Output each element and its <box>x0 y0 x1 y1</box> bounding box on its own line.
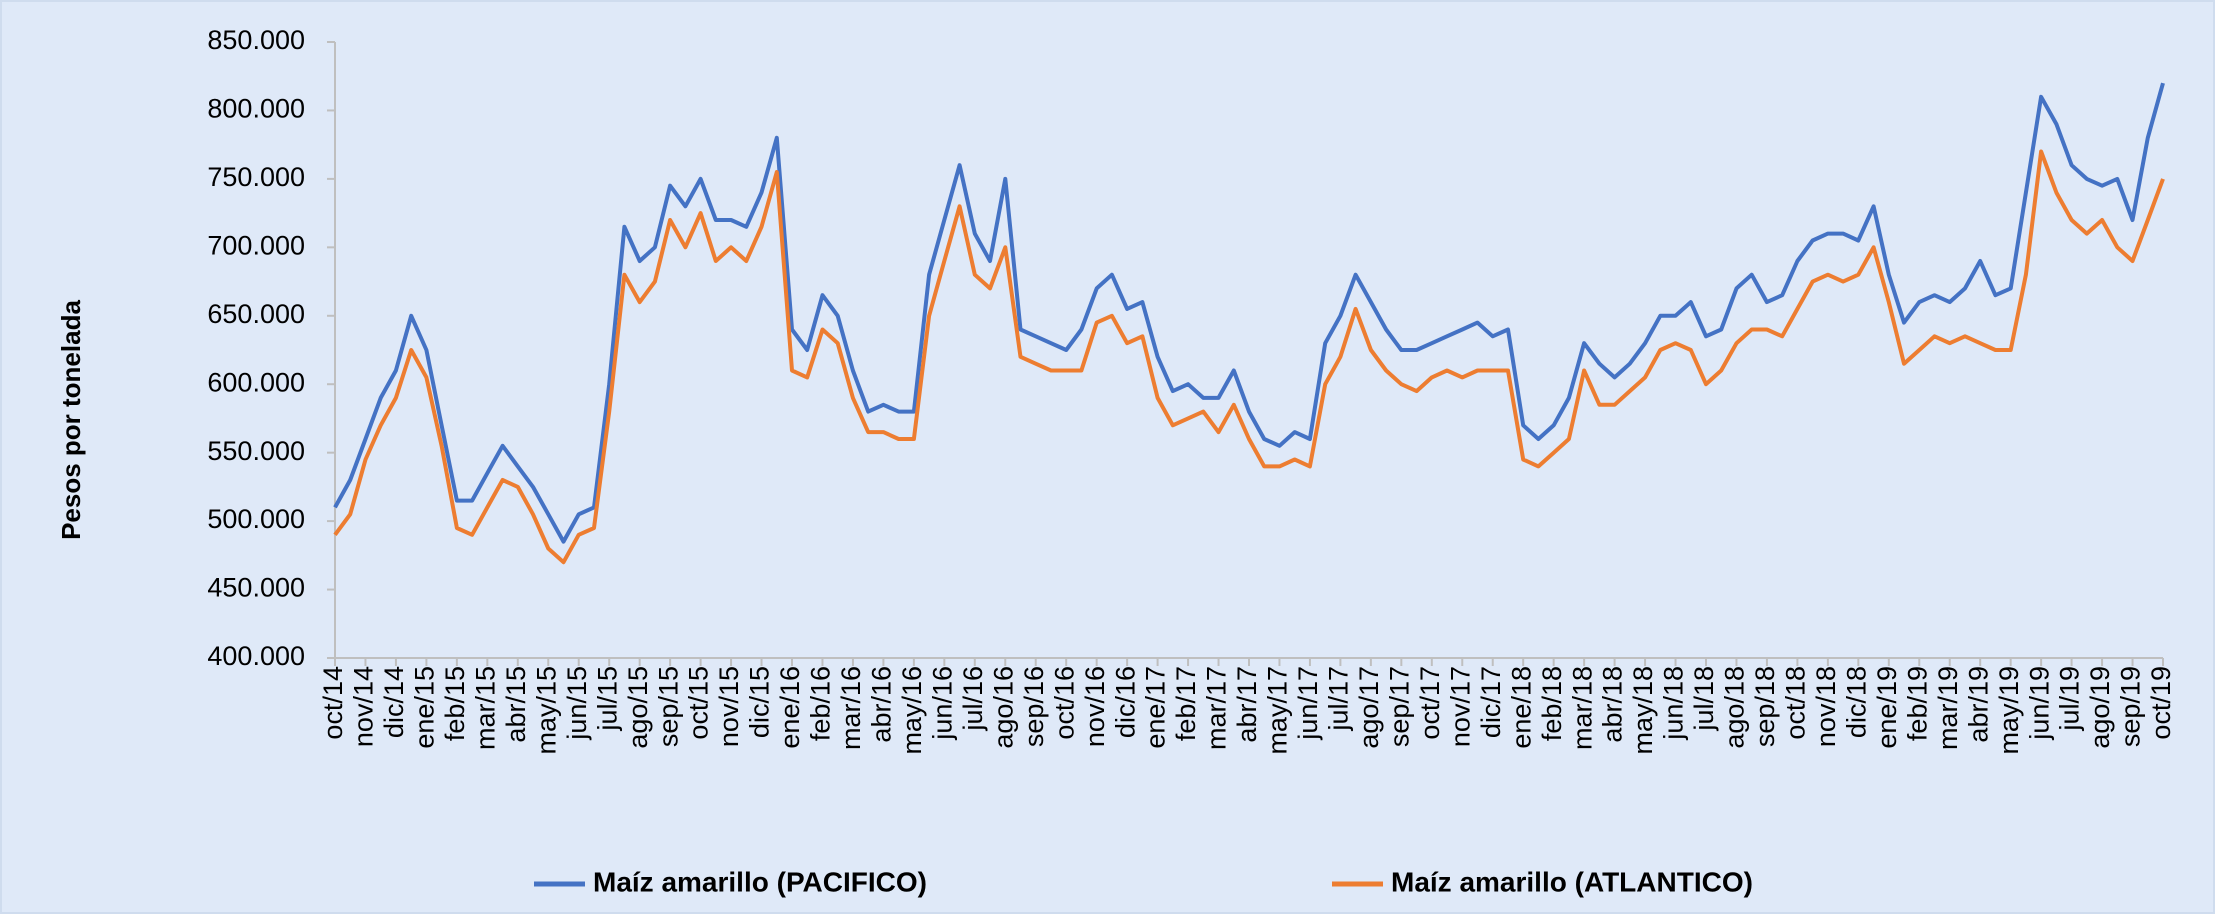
x-tick-label: jul/19 <box>2055 666 2085 732</box>
y-tick-label: 750.000 <box>207 162 305 192</box>
x-tick-label: dic/18 <box>1841 666 1871 738</box>
x-tick-label: ago/18 <box>1720 666 1750 749</box>
x-tick-label: abr/19 <box>1963 666 1993 743</box>
x-tick-label: dic/15 <box>745 666 775 738</box>
y-tick-label: 650.000 <box>207 299 305 329</box>
x-tick-label: sep/18 <box>1750 666 1780 747</box>
x-tick-label: feb/18 <box>1537 666 1567 741</box>
x-tick-label: nov/18 <box>1811 666 1841 747</box>
x-tick-label: may/19 <box>1994 666 2024 755</box>
x-tick-label: sep/15 <box>653 666 683 747</box>
x-tick-label: may/17 <box>1263 666 1293 755</box>
x-tick-label: may/15 <box>531 666 561 755</box>
x-tick-label: feb/17 <box>1171 666 1201 741</box>
x-tick-label: sep/17 <box>1384 666 1414 747</box>
x-tick-label: jun/18 <box>1659 666 1689 741</box>
x-tick-label: ago/17 <box>1354 666 1384 749</box>
x-tick-label: jul/15 <box>592 666 622 732</box>
x-tick-label: oct/16 <box>1049 666 1079 740</box>
x-tick-label: mar/16 <box>836 666 866 750</box>
y-axis-title: Pesos por tonelada <box>56 300 86 540</box>
x-tick-label: abr/15 <box>501 666 531 743</box>
y-tick-label: 500.000 <box>207 504 305 534</box>
x-tick-label: ene/19 <box>1872 666 1902 749</box>
x-tick-label: ene/18 <box>1506 666 1536 749</box>
x-tick-label: sep/19 <box>2116 666 2146 747</box>
legend-label: Maíz amarillo (ATLANTICO) <box>1391 866 1753 897</box>
x-tick-label: mar/19 <box>1933 666 1963 750</box>
y-tick-label: 400.000 <box>207 641 305 671</box>
x-tick-label: nov/14 <box>349 666 379 747</box>
x-tick-label: abr/17 <box>1232 666 1262 743</box>
x-tick-label: feb/16 <box>806 666 836 741</box>
x-tick-label: dic/17 <box>1476 666 1506 738</box>
x-tick-label: jun/15 <box>562 666 592 741</box>
y-tick-label: 800.000 <box>207 94 305 124</box>
x-tick-label: mar/18 <box>1567 666 1597 750</box>
x-tick-label: oct/19 <box>2146 666 2176 740</box>
y-tick-label: 700.000 <box>207 230 305 260</box>
x-tick-label: may/18 <box>1628 666 1658 755</box>
x-tick-label: dic/14 <box>379 666 409 738</box>
x-tick-label: ago/16 <box>988 666 1018 749</box>
x-tick-label: oct/17 <box>1415 666 1445 740</box>
x-tick-label: abr/18 <box>1598 666 1628 743</box>
x-tick-label: ene/16 <box>775 666 805 749</box>
x-tick-label: oct/14 <box>318 666 348 740</box>
x-tick-label: mar/17 <box>1202 666 1232 750</box>
x-tick-label: nov/16 <box>1080 666 1110 747</box>
x-tick-label: ago/19 <box>2085 666 2115 749</box>
x-tick-label: ene/17 <box>1141 666 1171 749</box>
x-tick-label: jul/16 <box>958 666 988 732</box>
x-tick-label: jul/18 <box>1689 666 1719 732</box>
x-tick-label: may/16 <box>897 666 927 755</box>
x-tick-label: jul/17 <box>1324 666 1354 732</box>
x-tick-label: ago/15 <box>623 666 653 749</box>
x-tick-label: sep/16 <box>1019 666 1049 747</box>
y-tick-label: 550.000 <box>207 436 305 466</box>
y-tick-label: 450.000 <box>207 573 305 603</box>
x-tick-label: abr/16 <box>867 666 897 743</box>
x-tick-label: nov/15 <box>714 666 744 747</box>
x-tick-label: oct/15 <box>684 666 714 740</box>
x-tick-label: jun/17 <box>1293 666 1323 741</box>
x-tick-label: dic/16 <box>1110 666 1140 738</box>
x-tick-label: oct/18 <box>1781 666 1811 740</box>
x-tick-label: nov/17 <box>1445 666 1475 747</box>
legend-label: Maíz amarillo (PACIFICO) <box>593 866 927 897</box>
x-tick-label: feb/19 <box>1902 666 1932 741</box>
y-tick-label: 850.000 <box>207 25 305 55</box>
x-tick-label: jun/16 <box>927 666 957 741</box>
x-tick-label: feb/15 <box>440 666 470 741</box>
x-tick-label: jun/19 <box>2024 666 2054 741</box>
x-tick-label: ene/15 <box>410 666 440 749</box>
y-tick-label: 600.000 <box>207 367 305 397</box>
series-line <box>333 149 2165 565</box>
x-tick-label: mar/15 <box>470 666 500 750</box>
series-line <box>333 82 2165 544</box>
